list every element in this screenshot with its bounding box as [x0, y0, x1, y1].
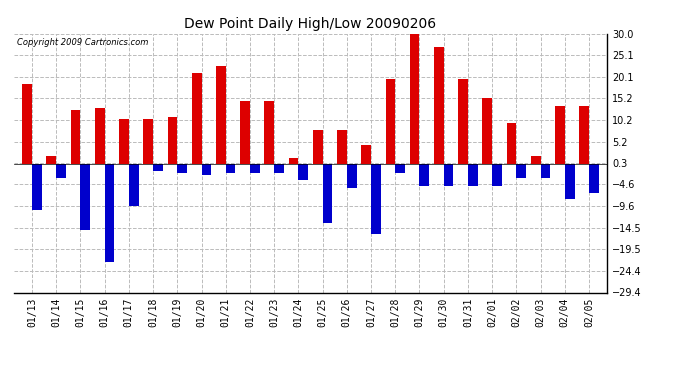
- Title: Dew Point Daily High/Low 20090206: Dew Point Daily High/Low 20090206: [184, 17, 437, 31]
- Bar: [323, 164, 333, 223]
- Bar: [420, 164, 429, 186]
- Bar: [70, 110, 81, 164]
- Bar: [565, 164, 575, 199]
- Bar: [531, 156, 540, 164]
- Bar: [410, 34, 420, 164]
- Bar: [468, 164, 477, 186]
- Bar: [580, 106, 589, 164]
- Bar: [177, 164, 187, 173]
- Bar: [105, 164, 115, 262]
- Bar: [250, 164, 259, 173]
- Text: Copyright 2009 Cartronics.com: Copyright 2009 Cartronics.com: [17, 38, 148, 46]
- Bar: [458, 80, 468, 164]
- Bar: [81, 164, 90, 230]
- Bar: [144, 119, 153, 164]
- Bar: [201, 164, 211, 176]
- Bar: [386, 80, 395, 164]
- Bar: [347, 164, 357, 188]
- Bar: [216, 66, 226, 164]
- Bar: [506, 123, 516, 164]
- Bar: [56, 164, 66, 177]
- Bar: [298, 164, 308, 180]
- Bar: [192, 73, 201, 164]
- Bar: [22, 84, 32, 164]
- Bar: [274, 164, 284, 173]
- Bar: [434, 47, 444, 164]
- Bar: [32, 164, 41, 210]
- Bar: [288, 158, 298, 164]
- Bar: [337, 130, 347, 164]
- Bar: [226, 164, 235, 173]
- Bar: [482, 98, 492, 164]
- Bar: [540, 164, 551, 177]
- Bar: [95, 108, 105, 164]
- Bar: [362, 145, 371, 164]
- Bar: [589, 164, 599, 193]
- Bar: [264, 101, 274, 164]
- Bar: [153, 164, 163, 171]
- Bar: [444, 164, 453, 186]
- Bar: [119, 119, 129, 164]
- Bar: [371, 164, 381, 234]
- Bar: [168, 117, 177, 164]
- Bar: [492, 164, 502, 186]
- Bar: [516, 164, 526, 177]
- Bar: [395, 164, 405, 173]
- Bar: [313, 130, 323, 164]
- Bar: [555, 106, 565, 164]
- Bar: [46, 156, 56, 164]
- Bar: [240, 101, 250, 164]
- Bar: [129, 164, 139, 206]
